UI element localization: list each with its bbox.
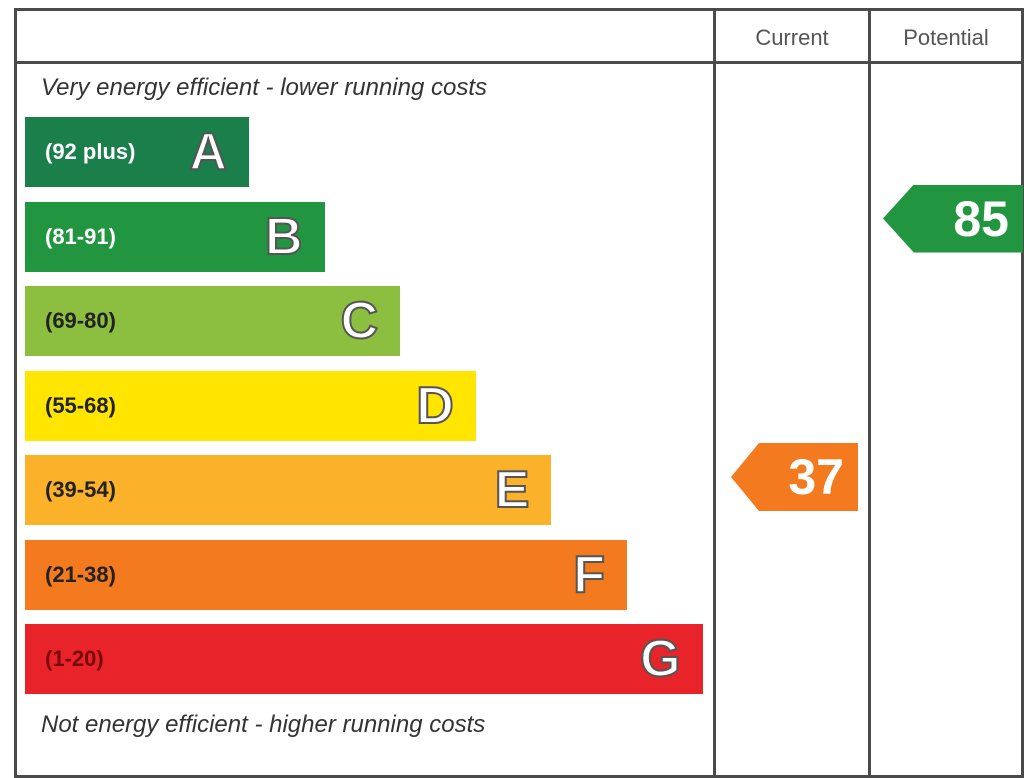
top-efficiency-note: Very energy efficient - lower running co… <box>41 74 487 101</box>
current-column-header: Current <box>755 25 829 50</box>
current-rating-value: 37 <box>788 449 844 505</box>
rating-band-f: (21-38) F <box>25 539 627 610</box>
rating-band-range: (55-68) <box>45 392 116 418</box>
rating-band-letter: E <box>494 460 531 520</box>
current-column-divider <box>713 11 716 775</box>
rating-band-range: (69-80) <box>45 308 116 333</box>
potential-rating-value: 85 <box>953 190 1009 247</box>
rating-band-range: (21-38) <box>45 561 116 587</box>
energy-rating-chart: Current Potential Very energy efficient … <box>14 8 1024 778</box>
rating-band-letter: B <box>264 207 304 267</box>
rating-band-letter: A <box>188 122 228 182</box>
rating-band-letter: G <box>639 629 681 689</box>
rating-band-b: (81-91) B <box>25 201 325 272</box>
rating-band-letter: C <box>340 291 380 351</box>
potential-column-header: Potential <box>903 25 989 50</box>
rating-band-range: (39-54) <box>45 477 116 502</box>
rating-band-e: (39-54) E <box>25 455 552 525</box>
rating-band-range: (81-91) <box>45 223 116 249</box>
current-rating-arrow: 37 <box>731 443 858 511</box>
rating-band-a: (92 plus) A <box>25 117 249 187</box>
rating-band-g: (1-20) G <box>25 624 703 694</box>
header-separator <box>17 61 1021 64</box>
rating-band-range: (1-20) <box>45 646 104 671</box>
potential-column-divider <box>868 11 871 775</box>
rating-band-letter: D <box>415 376 455 436</box>
rating-band-c: (69-80) C <box>25 286 401 356</box>
rating-band-range: (92 plus) <box>45 139 136 164</box>
bottom-efficiency-note: Not energy efficient - higher running co… <box>41 711 486 738</box>
rating-band-d: (55-68) D <box>25 370 476 441</box>
rating-band-letter: F <box>572 545 606 605</box>
potential-rating-arrow: 85 <box>883 184 1023 253</box>
